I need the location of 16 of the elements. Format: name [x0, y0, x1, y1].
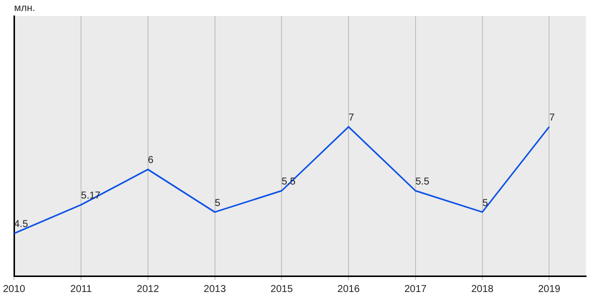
x-tick-label: 2015 — [270, 284, 294, 295]
data-label: 5 — [214, 198, 221, 209]
x-tick-label: 2010 — [3, 284, 26, 295]
data-label: 5.5 — [415, 176, 430, 188]
data-label: 7 — [549, 112, 556, 124]
x-tick-label: 2012 — [136, 284, 160, 295]
data-label: 7 — [348, 112, 355, 124]
data-label: 5 — [482, 198, 488, 209]
x-tick-label: 2011 — [70, 284, 92, 295]
data-label: 6 — [148, 155, 154, 166]
x-tick-label: 2013 — [204, 284, 226, 295]
y-axis-title: млн. — [14, 2, 36, 14]
x-tick-label: 2017 — [404, 284, 427, 295]
x-tick-label: 2016 — [337, 284, 360, 295]
x-tick-label: 2018 — [471, 284, 494, 295]
x-tick-label: 2019 — [538, 284, 561, 295]
